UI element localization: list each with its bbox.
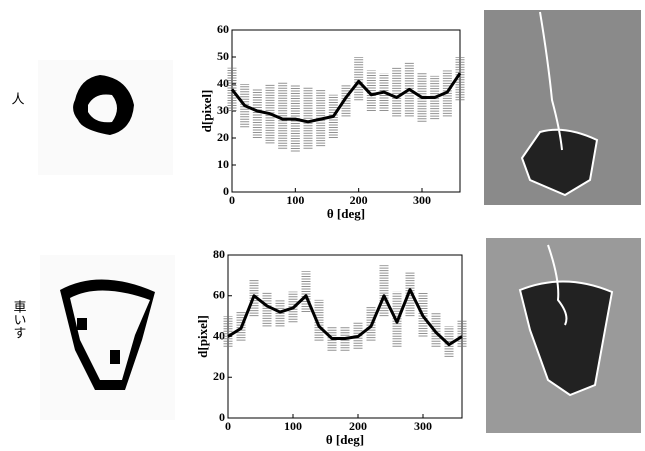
- silhouette: [40, 255, 175, 420]
- photo: [484, 10, 641, 205]
- y-tick-label: 60: [213, 288, 225, 302]
- x-tick-label: 100: [286, 193, 304, 207]
- y-tick-label: 30: [217, 103, 229, 117]
- y-tick-label: 20: [217, 130, 229, 144]
- row-label: 車いす: [11, 300, 27, 339]
- silhouette: [38, 60, 173, 175]
- row-label: 人: [11, 93, 24, 108]
- x-tick-label: 300: [413, 193, 431, 207]
- x-tick-label: 200: [350, 193, 368, 207]
- y-axis-label: d[pixel]: [199, 90, 214, 133]
- line: [227, 288, 463, 347]
- x-tick-label: 0: [225, 419, 231, 433]
- y-tick-label: 80: [213, 247, 225, 261]
- photo: [486, 238, 641, 433]
- x-tick-label: 300: [414, 419, 432, 433]
- y-tick-label: 40: [213, 328, 225, 342]
- y-axis-label: d[pixel]: [195, 315, 210, 358]
- y-tick-label: 50: [217, 49, 229, 63]
- y-tick-label: 20: [213, 369, 225, 383]
- line: [230, 72, 462, 124]
- x-axis-label: θ [deg]: [326, 432, 364, 447]
- x-tick-label: 200: [349, 419, 367, 433]
- x-tick-label: 100: [284, 419, 302, 433]
- y-tick-label: 40: [217, 76, 229, 90]
- x-axis-label: θ [deg]: [327, 206, 365, 221]
- y-tick-label: 10: [217, 157, 229, 171]
- x-tick-label: 0: [229, 193, 235, 207]
- y-tick-label: 0: [223, 184, 229, 198]
- y-tick-label: 0: [219, 410, 225, 424]
- y-tick-label: 60: [217, 22, 229, 36]
